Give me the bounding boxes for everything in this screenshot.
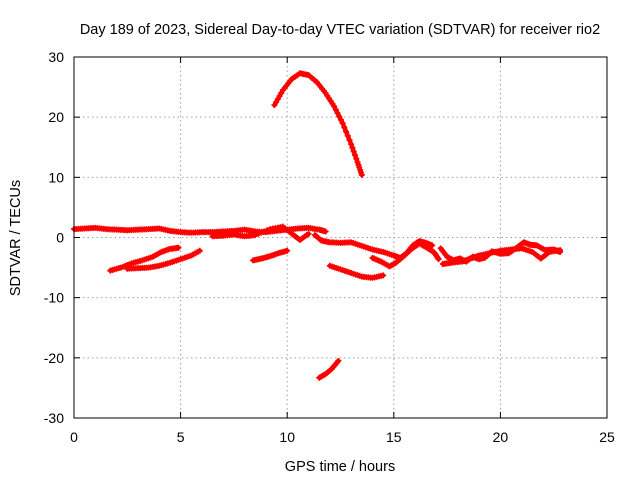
data-point <box>380 272 387 279</box>
data-point <box>557 247 564 254</box>
data-series-track-main <box>71 224 329 236</box>
y-tick-label: 20 <box>48 109 64 125</box>
y-tick-label: 30 <box>48 49 64 65</box>
data-point <box>273 99 280 106</box>
y-axis-label: SDTVAR / TECUs <box>8 180 24 296</box>
data-point <box>196 247 203 254</box>
data-series-track-h <box>369 240 442 270</box>
x-tick-label: 20 <box>493 429 509 445</box>
y-tick-label: -10 <box>44 290 64 306</box>
data-point <box>334 110 341 117</box>
data-point <box>336 113 343 120</box>
data-point <box>278 90 285 97</box>
ticks: 0 5 10 15 20 25 -30 -20 -10 0 10 20 30 <box>44 49 615 445</box>
x-axis-label: GPS time / hours <box>285 459 395 475</box>
data-point <box>284 247 291 254</box>
data-point <box>344 132 351 139</box>
data-point <box>358 171 365 178</box>
chart-title: Day 189 of 2023, Sidereal Day-to-day VTE… <box>80 22 600 38</box>
data-point <box>305 230 312 237</box>
x-tick-label: 10 <box>279 429 295 445</box>
data-series-track-a <box>107 244 182 274</box>
data-point <box>276 93 283 100</box>
y-tick-label: -30 <box>44 410 64 426</box>
data-point <box>337 116 344 123</box>
x-tick-label: 25 <box>599 429 615 445</box>
data-point <box>346 137 353 144</box>
data-point <box>353 155 360 162</box>
y-tick-label: 10 <box>48 169 64 185</box>
data-series-track-b <box>124 247 203 272</box>
x-tick-label: 15 <box>386 429 402 445</box>
y-tick-label: 0 <box>56 230 64 246</box>
data-point <box>271 102 278 109</box>
data-point <box>348 141 355 148</box>
data-series-track-j <box>439 245 564 267</box>
data-point <box>351 152 358 159</box>
data-point <box>339 120 346 127</box>
data-point <box>435 256 442 263</box>
data-point <box>322 228 329 235</box>
x-tick-label: 5 <box>177 429 185 445</box>
data-point <box>350 148 357 155</box>
data-point <box>349 144 356 151</box>
y-tick-label: -20 <box>44 350 64 366</box>
data-point <box>335 357 342 364</box>
data-series-track-main-noise <box>209 223 312 243</box>
data-series-track-c <box>250 247 291 264</box>
data-series-track-f <box>326 262 387 281</box>
data-point <box>429 242 436 249</box>
data-point <box>274 96 281 103</box>
data-point <box>175 244 182 251</box>
data-point <box>331 103 338 110</box>
x-tick-label: 0 <box>70 429 78 445</box>
data-series-track-e <box>316 357 342 381</box>
data-series-track-d <box>271 70 365 178</box>
data-point <box>343 128 350 135</box>
data-point <box>332 106 339 113</box>
data-point <box>341 124 348 131</box>
series-layer <box>71 70 564 381</box>
